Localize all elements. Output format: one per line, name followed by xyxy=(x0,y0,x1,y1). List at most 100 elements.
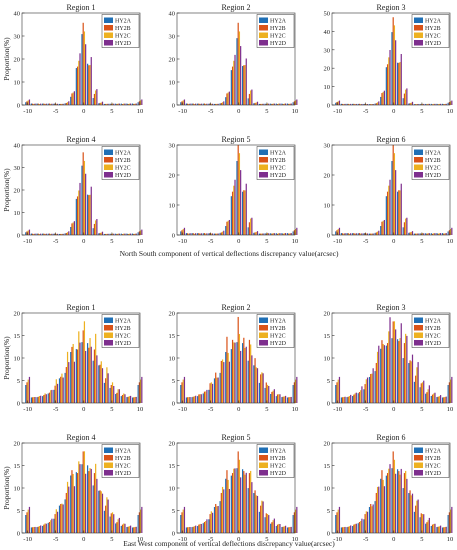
bar-HY2A-x5 xyxy=(264,517,266,533)
bar-HY2C-x-8 xyxy=(38,234,41,235)
bar-HY2C-x5 xyxy=(266,384,269,403)
bar-HY2A-x-1 xyxy=(75,472,77,533)
bar-HY2B-x-3 xyxy=(65,492,67,533)
bar-HY2A-x9 xyxy=(286,233,289,235)
bar-HY2B-x-3 xyxy=(220,232,222,235)
bar-HY2D-x9 xyxy=(135,233,137,235)
bar-HY2A-x1 xyxy=(241,66,244,105)
bar-HY2A-x-4 xyxy=(213,506,216,533)
bar-HY2C-x2 xyxy=(95,220,97,235)
bar-HY2A-x7 xyxy=(430,396,432,403)
bar-HY2B-x-5 xyxy=(364,103,366,105)
bar-HY2C-x9 xyxy=(444,527,446,533)
bar-HY2C-x3 xyxy=(255,102,257,105)
bar-HY2D-x-2 xyxy=(228,361,231,403)
y-tick-label: 20 xyxy=(14,188,21,195)
bar-HY2A-x9 xyxy=(131,233,134,235)
legend-swatch-HY2B xyxy=(259,157,268,163)
bar-HY2D-x-10 xyxy=(338,100,341,105)
bar-HY2C-x-1 xyxy=(233,60,235,105)
bar-HY2C-x3 xyxy=(255,367,257,403)
bar-HY2C-x-3 xyxy=(66,232,69,235)
bar-HY2C-x-2 xyxy=(227,479,229,533)
bar-HY2D-x-2 xyxy=(383,486,386,533)
legend-swatch-HY2A xyxy=(259,149,268,155)
bar-HY2D-x0 xyxy=(85,44,87,105)
bar-HY2D-x6 xyxy=(273,518,275,533)
bar-HY2B-x1 xyxy=(88,195,90,235)
legend-swatch-HY2A xyxy=(104,317,113,323)
bar-HY2D-x10 xyxy=(141,229,143,235)
legend-label: HY2A xyxy=(425,449,442,455)
bar-HY2A-x-10 xyxy=(25,102,27,105)
bar-HY2B-x-7 xyxy=(43,394,45,403)
bar-HY2B-x5 xyxy=(420,383,422,403)
bar-HY2C-x-1 xyxy=(233,185,235,235)
bar-HY2A-x2 xyxy=(402,358,404,403)
bar-HY2A-x-8 xyxy=(36,397,38,403)
bar-HY2D-x-5 xyxy=(211,383,214,403)
legend-swatch-HY2B xyxy=(259,25,268,31)
bar-HY2B-x10 xyxy=(448,512,450,533)
legend-swatch-HY2A xyxy=(104,17,113,23)
bar-HY2C-x-1 xyxy=(78,461,80,533)
bar-HY2A-x0 xyxy=(236,161,238,235)
bar-HY2D-x6 xyxy=(118,517,120,533)
bar-HY2C-x10 xyxy=(140,379,142,403)
bar-HY2C-x6 xyxy=(427,103,429,105)
legend-label: HY2C xyxy=(425,334,441,340)
legend-swatch-HY2A xyxy=(414,17,423,23)
bar-HY2B-x5 xyxy=(110,385,112,403)
bar-HY2C-x2 xyxy=(250,90,252,105)
y-tick-label: 30 xyxy=(324,47,331,54)
bar-HY2A-x-7 xyxy=(352,526,354,533)
bar-HY2B-x-6 xyxy=(203,103,206,105)
bar-HY2A-x5 xyxy=(109,387,111,403)
bar-HY2A-x4 xyxy=(103,382,106,403)
bar-HY2B-x-7 xyxy=(353,233,355,235)
x-tick-label: 5 xyxy=(420,108,423,115)
bar-HY2A-x-9 xyxy=(185,397,188,403)
bar-HY2A-x6 xyxy=(115,233,117,235)
bar-HY2D-x7 xyxy=(434,233,436,235)
bar-HY2B-x-6 xyxy=(203,521,206,533)
legend-label: HY2C xyxy=(115,166,131,172)
legend-swatch-HY2B xyxy=(104,25,113,31)
bar-HY2C-x3 xyxy=(100,491,102,533)
bar-HY2D-x-10 xyxy=(183,227,186,235)
bar-HY2D-x-10 xyxy=(338,506,341,533)
bar-HY2B-x-8 xyxy=(347,233,349,235)
bar-HY2D-x-2 xyxy=(228,219,231,235)
bar-HY2C-x3 xyxy=(410,231,412,235)
bar-HY2A-x3 xyxy=(408,363,410,403)
bar-HY2B-x7 xyxy=(121,104,124,105)
bar-HY2B-x4 xyxy=(415,104,417,105)
bar-HY2A-x-7 xyxy=(352,396,354,403)
bar-HY2B-x10 xyxy=(138,382,140,403)
bar-HY2D-x4 xyxy=(107,233,109,235)
legend-swatch-HY2D xyxy=(104,470,113,476)
bar-HY2D-x-6 xyxy=(206,233,208,235)
bar-HY2B-x2 xyxy=(93,473,96,533)
bar-HY2D-x8 xyxy=(439,395,442,403)
bar-HY2D-x5 xyxy=(113,385,115,403)
bar-HY2C-x-7 xyxy=(199,523,201,533)
bar-HY2D-x-3 xyxy=(68,362,70,403)
bar-HY2B-x7 xyxy=(276,524,279,533)
bar-HY2B-x2 xyxy=(248,473,251,533)
bar-HY2C-x-2 xyxy=(382,91,384,105)
bar-HY2B-x-6 xyxy=(358,103,361,105)
x-tick-label: 5 xyxy=(110,108,113,115)
bar-HY2C-x-5 xyxy=(210,103,212,105)
legend-swatch-HY2A xyxy=(259,317,268,323)
bar-HY2C-x3 xyxy=(255,231,257,235)
bar-HY2D-x10 xyxy=(296,376,298,403)
bar-HY2D-x5 xyxy=(423,233,425,235)
bar-HY2D-x3 xyxy=(101,368,104,403)
legend-swatch-HY2B xyxy=(414,25,423,31)
legend-label: HY2B xyxy=(425,158,441,164)
legend-label: HY2B xyxy=(115,326,131,332)
bar-HY2C-x3 xyxy=(100,102,102,105)
bar-HY2A-x-7 xyxy=(197,233,199,235)
bar-HY2A-x-5 xyxy=(363,389,365,403)
